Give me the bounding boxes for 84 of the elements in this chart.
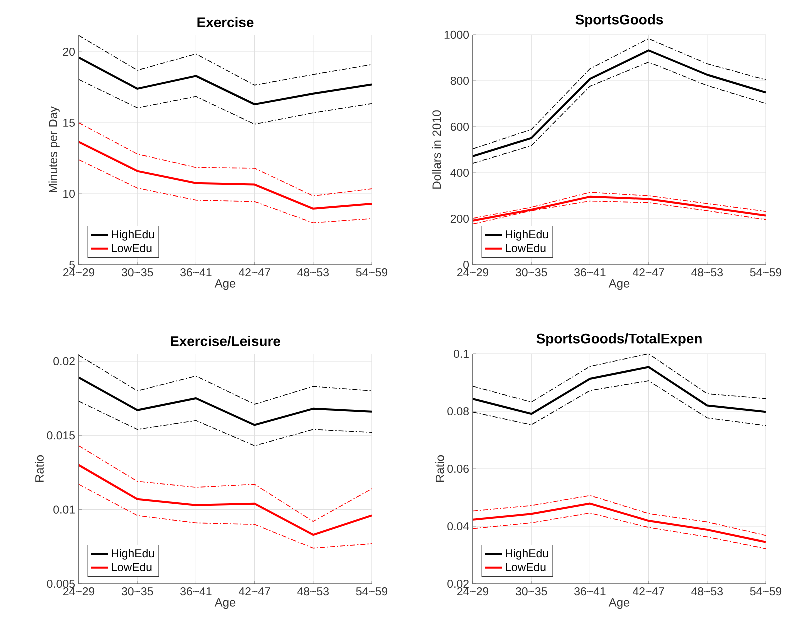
y-tick-label: 0.08 bbox=[448, 407, 469, 416]
chart-title: SportsGoods bbox=[576, 14, 664, 28]
line-series bbox=[79, 484, 372, 549]
y-axis-title: Dollars in 2010 bbox=[432, 110, 442, 189]
line-series bbox=[79, 376, 372, 426]
x-tick-label: 48~53 bbox=[692, 588, 723, 596]
x-tick-label: 30~35 bbox=[122, 588, 154, 596]
legend-label: HighEdu bbox=[506, 549, 548, 560]
y-tick-label: 0.005 bbox=[47, 580, 75, 588]
line-series bbox=[79, 446, 372, 522]
x-tick-label: 42~47 bbox=[238, 588, 270, 596]
y-tick-label: 0.1 bbox=[454, 350, 469, 358]
legend-label: LowEdu bbox=[506, 563, 546, 572]
line-series bbox=[473, 512, 766, 550]
y-axis-title: Ratio bbox=[35, 456, 44, 482]
line-series bbox=[473, 62, 766, 164]
legend-label: LowEdu bbox=[506, 244, 546, 252]
line-series bbox=[473, 495, 766, 536]
x-tick-label: 30~35 bbox=[122, 268, 154, 277]
y-tick-label: 0.02 bbox=[54, 357, 75, 366]
x-tick-label: 48~53 bbox=[298, 588, 329, 596]
y-tick-label: 0.015 bbox=[47, 432, 75, 440]
x-axis-title: Age bbox=[608, 598, 630, 610]
legend-label: HighEdu bbox=[506, 230, 548, 241]
x-tick-label: 42~47 bbox=[632, 268, 664, 277]
x-tick-label: 48~53 bbox=[298, 268, 329, 277]
chart-title: Exercise/Leisure bbox=[171, 336, 280, 346]
y-tick-label: 0 bbox=[464, 260, 470, 270]
x-tick-label: 54~59 bbox=[356, 588, 388, 596]
y-tick-label: 400 bbox=[450, 168, 470, 178]
line-series bbox=[79, 141, 372, 210]
x-tick-label: 24~29 bbox=[457, 268, 489, 277]
x-tick-label: 42~47 bbox=[238, 268, 270, 277]
x-tick-label: 42~47 bbox=[632, 588, 664, 596]
y-tick-label: 200 bbox=[450, 214, 470, 224]
x-tick-label: 24~29 bbox=[63, 588, 95, 596]
y-tick-label: 0.02 bbox=[448, 580, 469, 588]
y-tick-label: 1000 bbox=[444, 30, 470, 40]
y-tick-label: 5 bbox=[70, 261, 75, 269]
x-axis-title: Age bbox=[214, 279, 236, 290]
y-tick-label: 0.04 bbox=[448, 522, 470, 531]
x-tick-label: 36~41 bbox=[574, 268, 606, 277]
y-tick-label: 20 bbox=[63, 48, 76, 56]
y-tick-label: 15 bbox=[64, 119, 75, 128]
legend-label: HighEdu bbox=[112, 230, 154, 241]
line-series bbox=[79, 464, 372, 536]
x-tick-label: 36~41 bbox=[180, 268, 212, 277]
legend-label: LowEdu bbox=[112, 244, 152, 252]
line-series bbox=[473, 502, 766, 544]
x-tick-label: 54~59 bbox=[750, 588, 782, 596]
x-tick-label: 36~41 bbox=[180, 588, 212, 596]
chart-title: SportsGoods/TotalExpen bbox=[536, 333, 702, 346]
y-tick-label: 0.06 bbox=[448, 464, 469, 474]
chart-title: Exercise bbox=[198, 17, 254, 28]
x-tick-label: 30~35 bbox=[516, 588, 548, 596]
line-series bbox=[473, 366, 766, 416]
line-series bbox=[79, 160, 372, 224]
y-axis-title: Ratio bbox=[436, 456, 444, 482]
line-series bbox=[473, 380, 766, 426]
line-series bbox=[79, 56, 372, 106]
y-tick-label: 600 bbox=[450, 122, 470, 132]
legend-label: HighEdu bbox=[112, 549, 154, 560]
x-tick-label: 48~53 bbox=[692, 268, 723, 277]
y-tick-label: 0.01 bbox=[54, 506, 75, 514]
y-tick-label: 800 bbox=[450, 76, 470, 86]
line-series bbox=[473, 38, 766, 150]
x-tick-label: 24~29 bbox=[457, 588, 489, 596]
line-series bbox=[79, 355, 372, 405]
y-tick-label: 10 bbox=[64, 190, 76, 198]
x-axis-title: Age bbox=[214, 598, 236, 610]
legend-label: LowEdu bbox=[112, 563, 152, 572]
y-axis-title: Minutes per Day bbox=[48, 106, 60, 193]
line-series bbox=[473, 50, 766, 158]
line-series bbox=[79, 122, 372, 197]
x-tick-label: 24~29 bbox=[63, 268, 95, 277]
line-series bbox=[79, 401, 372, 446]
line-series bbox=[473, 354, 766, 403]
x-tick-label: 54~59 bbox=[750, 268, 782, 277]
line-series bbox=[79, 79, 372, 125]
x-axis-title: Age bbox=[608, 279, 630, 290]
x-tick-label: 54~59 bbox=[356, 268, 388, 277]
x-tick-label: 30~35 bbox=[516, 268, 548, 277]
line-series bbox=[79, 35, 372, 86]
x-tick-label: 36~41 bbox=[574, 588, 606, 596]
